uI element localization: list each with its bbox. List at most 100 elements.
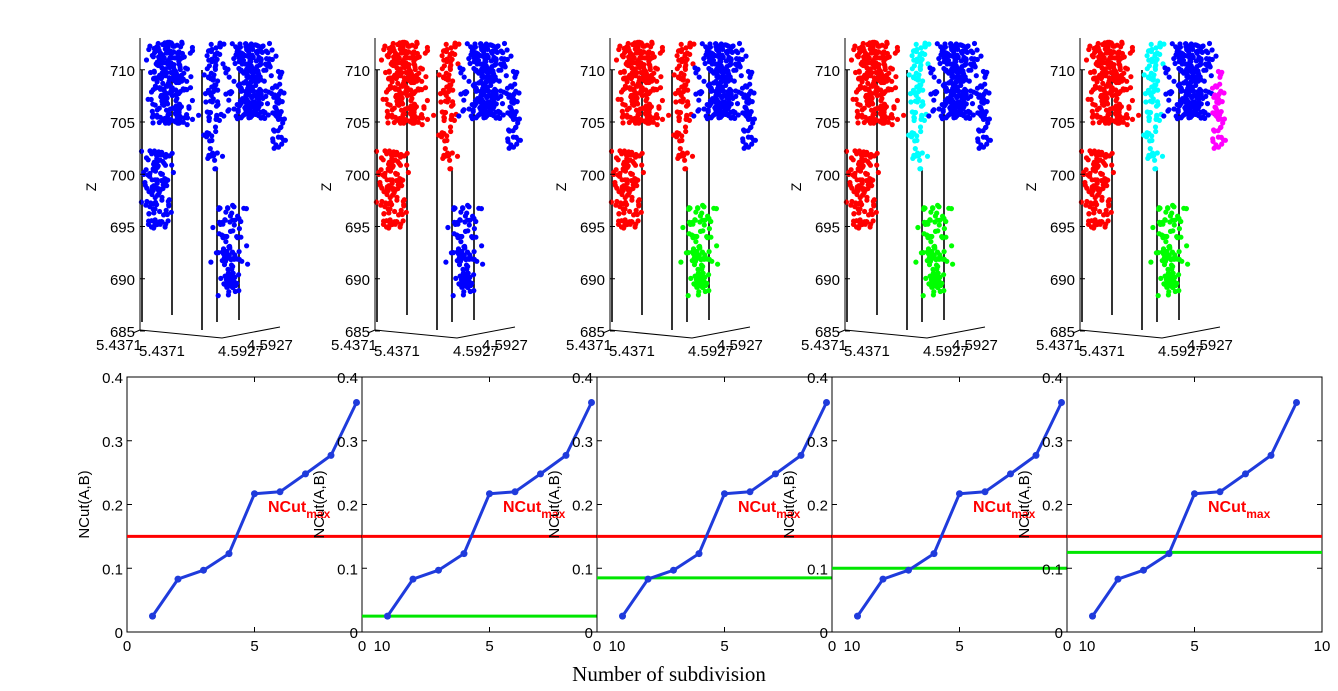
z-tick-label: 710 bbox=[110, 63, 135, 80]
cloud-point bbox=[926, 262, 933, 268]
cloud-point bbox=[932, 219, 938, 225]
cloud-point bbox=[643, 70, 650, 77]
z-tick-label: 690 bbox=[110, 272, 135, 289]
cloud-point bbox=[414, 41, 420, 47]
cloud-point bbox=[687, 51, 693, 58]
cloud-point bbox=[848, 57, 855, 63]
cloud-point bbox=[934, 210, 940, 216]
cloud-point bbox=[480, 81, 486, 88]
cloud-point bbox=[260, 43, 266, 49]
cloud-point bbox=[447, 157, 453, 163]
cloud-point bbox=[252, 42, 258, 48]
cloud-point bbox=[859, 202, 865, 208]
cloud-point bbox=[690, 246, 697, 252]
cloud-point bbox=[983, 72, 989, 78]
cloud-point bbox=[726, 99, 732, 105]
cloud-point bbox=[499, 63, 505, 69]
cloud-point bbox=[505, 136, 511, 142]
ncut-point bbox=[695, 550, 703, 558]
cloud-point bbox=[1105, 111, 1111, 118]
cloud-point bbox=[471, 272, 477, 278]
ncut-max-label-main: NCut bbox=[503, 499, 542, 516]
y-tick-label: 0.2 bbox=[807, 498, 828, 515]
cloud-point bbox=[1115, 79, 1121, 86]
cloud-point bbox=[690, 61, 696, 67]
z-tick-label: 700 bbox=[815, 167, 840, 184]
cloud-point bbox=[1204, 101, 1211, 107]
cloud-point bbox=[721, 69, 727, 75]
cloud-point bbox=[627, 72, 633, 78]
cloud-point bbox=[894, 97, 901, 104]
cloud-point bbox=[1198, 58, 1204, 64]
cloud-point bbox=[931, 74, 937, 80]
cloud-point bbox=[269, 85, 276, 91]
cloud-point bbox=[1086, 46, 1092, 53]
cloud-point bbox=[693, 209, 699, 215]
cloud-point bbox=[465, 228, 471, 234]
cloud-point bbox=[1174, 102, 1180, 108]
cloud-point bbox=[150, 54, 156, 60]
cloud-point bbox=[954, 99, 961, 105]
cloud-point bbox=[213, 128, 219, 135]
cloud-point bbox=[1185, 81, 1191, 88]
cloud-point bbox=[463, 281, 469, 287]
cloud-point bbox=[715, 53, 721, 59]
cloud-point bbox=[854, 114, 861, 120]
x-tick-label: 5 bbox=[1190, 638, 1198, 655]
cloud-point bbox=[939, 102, 945, 108]
cloud-point bbox=[713, 93, 719, 99]
cloud-point bbox=[685, 78, 691, 84]
floor-tick-label: 4.5927 bbox=[952, 337, 998, 354]
cloud-point bbox=[701, 222, 707, 228]
cloud-point bbox=[248, 114, 254, 120]
cloud-point bbox=[208, 259, 214, 265]
y-tick-label: 0 bbox=[115, 625, 123, 642]
cloud-point bbox=[393, 171, 399, 177]
cloud-point bbox=[487, 108, 493, 115]
cloud-point bbox=[485, 54, 491, 61]
cloud-point bbox=[713, 107, 719, 113]
cloud-point bbox=[953, 41, 959, 47]
floor-tick-label: 5.4371 bbox=[566, 337, 612, 354]
cloud-point bbox=[439, 130, 445, 136]
cloud-point bbox=[243, 100, 249, 106]
cloud-point bbox=[673, 99, 679, 105]
cloud-point bbox=[1090, 120, 1096, 126]
cloud-point bbox=[917, 157, 923, 163]
ncut-point bbox=[905, 566, 912, 574]
x-tick-label: 10 bbox=[844, 638, 861, 655]
cloud-point bbox=[398, 210, 404, 216]
cloud-point bbox=[264, 56, 270, 62]
cloud-point bbox=[234, 102, 240, 108]
cloud-point bbox=[493, 58, 499, 64]
cloud-point bbox=[412, 89, 418, 95]
floor-tick-label: 4.5927 bbox=[1187, 337, 1233, 354]
cloud-point bbox=[381, 211, 387, 217]
cloud-point bbox=[733, 88, 739, 94]
cloud-point bbox=[159, 149, 165, 155]
cloud-point bbox=[971, 40, 978, 47]
cloud-point bbox=[1200, 43, 1206, 49]
cloud-point bbox=[870, 48, 877, 54]
cloud-point bbox=[915, 224, 921, 231]
cloud-point bbox=[1085, 96, 1091, 102]
cloud-point bbox=[383, 149, 390, 155]
cloud-point bbox=[1180, 57, 1187, 63]
cloud-point bbox=[408, 111, 414, 117]
cloud-point bbox=[856, 161, 862, 167]
cloud-point bbox=[1171, 274, 1177, 280]
cloud-point bbox=[1102, 154, 1109, 160]
cloud-point bbox=[216, 117, 222, 123]
cloud-point bbox=[1129, 116, 1136, 122]
cloud-point bbox=[619, 177, 625, 183]
cloud-point bbox=[959, 50, 965, 56]
cloud-point bbox=[629, 197, 635, 203]
cloud-point bbox=[450, 87, 456, 93]
cloud-point bbox=[974, 47, 980, 53]
cloud-point bbox=[196, 112, 202, 118]
cloud-point bbox=[215, 78, 221, 84]
cloud-point bbox=[1159, 153, 1166, 159]
cloud-point bbox=[207, 146, 213, 152]
cloud-point bbox=[718, 74, 725, 80]
cloud-point bbox=[950, 65, 956, 71]
